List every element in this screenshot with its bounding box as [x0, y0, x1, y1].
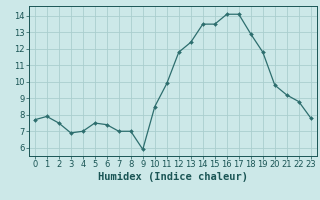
X-axis label: Humidex (Indice chaleur): Humidex (Indice chaleur): [98, 172, 248, 182]
